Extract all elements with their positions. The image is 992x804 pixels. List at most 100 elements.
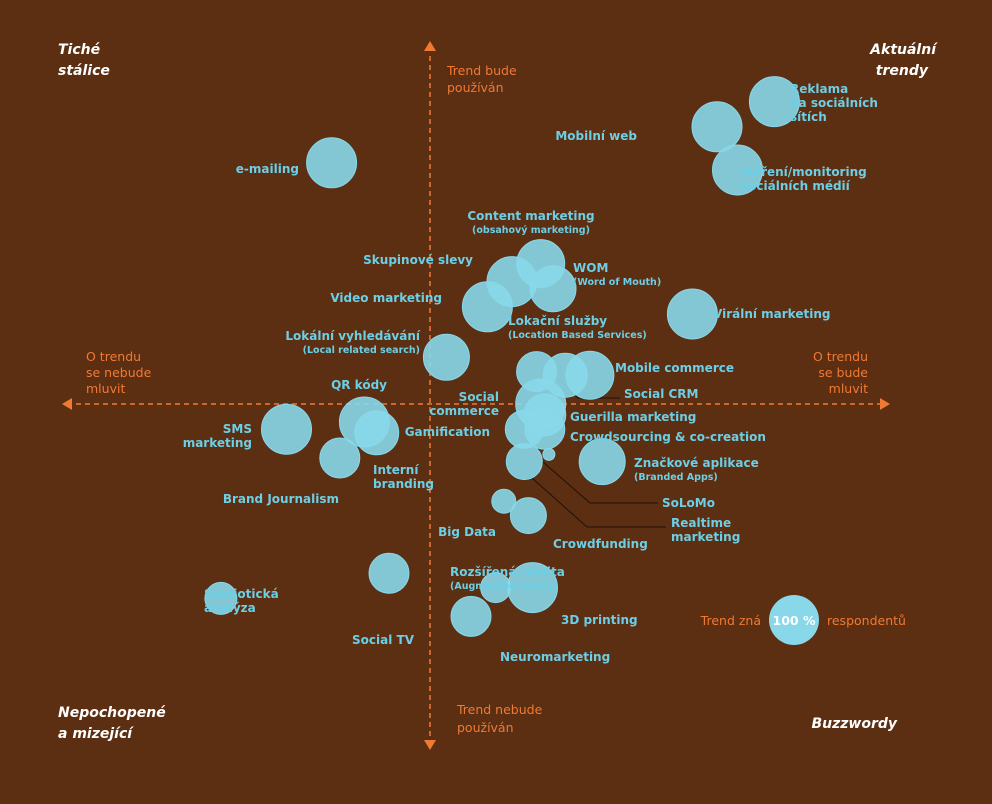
legend-prefix: Trend zná [700, 613, 761, 628]
corner-label-line: Nepochopené [58, 705, 166, 721]
axis-label-top-line: Trend bude [446, 63, 517, 78]
bubble-mobilni-web [691, 101, 743, 153]
label-realtime-marketing: Realtime [671, 516, 731, 530]
label-social-crm: Social CRM [624, 387, 699, 401]
bubble-semioticka-analyza [204, 581, 238, 615]
label-interni-branding: branding [373, 477, 434, 491]
bubble-big-data [491, 488, 517, 514]
bubble-e-mailing [306, 137, 358, 189]
label-sms-marketing: SMS [223, 422, 252, 436]
axis-label-bottom-line: používán [457, 720, 514, 735]
arrow-left-icon [62, 398, 72, 410]
axis-label-right-line: O trendu [813, 349, 868, 364]
label-e-mailing: e-mailing [236, 162, 299, 176]
sublabel-rozsirena-realita: (Augmented reality) [450, 581, 559, 592]
axes [62, 41, 890, 750]
axis-label-left-line: mluvit [86, 381, 125, 396]
legend-suffix: respondentů [827, 613, 906, 628]
legend-bubble [769, 595, 819, 645]
axis-label-bottom: Trend nebude používán [456, 702, 543, 735]
sublabel-wom: (Word of Mouth) [573, 277, 661, 288]
label-guerilla-marketing: Guerilla marketing [570, 410, 696, 424]
sublabel-znackove-aplikace: (Branded Apps) [634, 472, 718, 483]
label-neuromarketing: Neuromarketing [500, 650, 610, 664]
bubble-video-marketing [461, 281, 513, 333]
label-mereni-monitoring-socialnich-medii: Měření/monitoring [741, 165, 867, 179]
bubble-znackove-aplikace [578, 438, 626, 486]
bubble-solomo [542, 447, 556, 461]
label-semioticka-analyza: analýza [204, 601, 256, 615]
bubble-mereni-monitoring-socialnich-medii [712, 144, 763, 196]
label-mobilni-web: Mobilní web [555, 129, 637, 143]
label-sms-marketing: marketing [183, 436, 252, 450]
bubble-crowdfunding [509, 497, 547, 535]
bubble-social-tv [368, 552, 410, 594]
label-semioticka-analyza: Sémiotická [204, 587, 279, 601]
label-gamification: Gamification [405, 425, 490, 439]
corner-label-top-right: Aktuální trendy [869, 42, 938, 79]
corner-label-line: a mizející [58, 726, 134, 742]
sublabel-lokalni-vyhledavani: (Local related search) [303, 345, 420, 356]
legend-value: 100 % [773, 613, 816, 628]
corner-label-bottom-right: Buzzwordy [811, 716, 897, 732]
label-crowdfunding: Crowdfunding [553, 537, 648, 551]
label-reklama-na-socialnich-sitich: sítích [790, 110, 827, 124]
corner-label-top-left: Tiché stálice [58, 42, 110, 79]
label-crowdsourcing-co-creation: Crowdsourcing & co-creation [570, 430, 766, 444]
connector-solomo [542, 461, 658, 504]
label-social-commerce: commerce [429, 404, 499, 418]
axis-label-left-line: se nebude [86, 365, 152, 380]
label-brand-journalism: Brand Journalism [223, 492, 339, 506]
corner-label-line: Aktuální [869, 42, 938, 58]
axis-label-bottom-line: Trend nebude [456, 702, 543, 717]
label-qr-kody: QR kódy [331, 378, 387, 392]
bubble-sms-marketing [261, 403, 312, 455]
axis-label-top: Trend bude používán [446, 63, 517, 95]
bubble-reklama-na-socialnich-sitich [748, 76, 800, 128]
bubble-interni-branding [354, 410, 400, 456]
label-3d-printing: 3D printing [561, 613, 638, 627]
label-mobile-commerce: Mobile commerce [615, 361, 734, 375]
label-interni-branding: Interní [373, 463, 419, 477]
label-content-marketing: Content marketing [467, 209, 594, 223]
label-solomo: SoLoMo [662, 496, 715, 510]
arrow-down-icon [424, 740, 436, 750]
label-viralni-marketing: Virální marketing [713, 307, 830, 321]
bubble-realtime-marketing [505, 443, 543, 481]
label-social-tv: Social TV [352, 633, 415, 647]
label-realtime-marketing: marketing [671, 530, 740, 544]
bubble-neuromarketing [450, 595, 492, 637]
legend: Trend zná 100 % respondentů [700, 595, 906, 645]
axis-label-top-line: používán [447, 80, 504, 95]
bubble-layer [204, 76, 800, 637]
label-wom: WOM [573, 261, 608, 275]
bubble-viralni-marketing [666, 288, 718, 340]
label-lokalni-vyhledavani: Lokální vyhledávání [285, 329, 421, 343]
corner-label-line: Buzzwordy [811, 716, 897, 732]
bubble-brand-journalism [319, 437, 361, 479]
axis-label-left: O trendu se nebude mluvit [86, 349, 152, 396]
bubble-lokalni-vyhledavani [422, 333, 470, 381]
corner-label-line: trendy [876, 63, 929, 79]
label-rozsirena-realita: Rozšířená realita [450, 565, 565, 579]
arrow-up-icon [424, 41, 436, 51]
label-mereni-monitoring-socialnich-medii: sociálních médií [741, 179, 851, 193]
axis-label-right-line: mluvit [829, 381, 868, 396]
arrow-right-icon [880, 398, 890, 410]
axis-label-left-line: O trendu [86, 349, 141, 364]
bubble-wom [529, 265, 577, 313]
axis-label-right: O trendu se bude mluvit [813, 349, 868, 396]
axis-label-right-line: se bude [818, 365, 868, 380]
label-video-marketing: Video marketing [330, 291, 442, 305]
label-reklama-na-socialnich-sitich: Reklama [790, 82, 848, 96]
connector-realtime [522, 469, 666, 528]
label-lokacni-sluzby: Lokační služby [508, 314, 607, 328]
sublabel-content-marketing: (obsahový marketing) [472, 225, 590, 236]
label-social-commerce: Social [459, 390, 499, 404]
label-big-data: Big Data [438, 525, 496, 539]
bubble-gamification [504, 409, 544, 449]
corner-label-line: stálice [58, 63, 110, 79]
